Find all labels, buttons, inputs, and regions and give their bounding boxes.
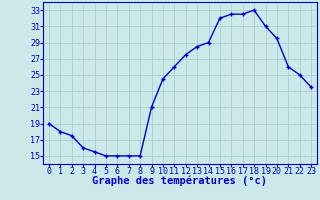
X-axis label: Graphe des températures (°c): Graphe des températures (°c)	[92, 176, 268, 186]
